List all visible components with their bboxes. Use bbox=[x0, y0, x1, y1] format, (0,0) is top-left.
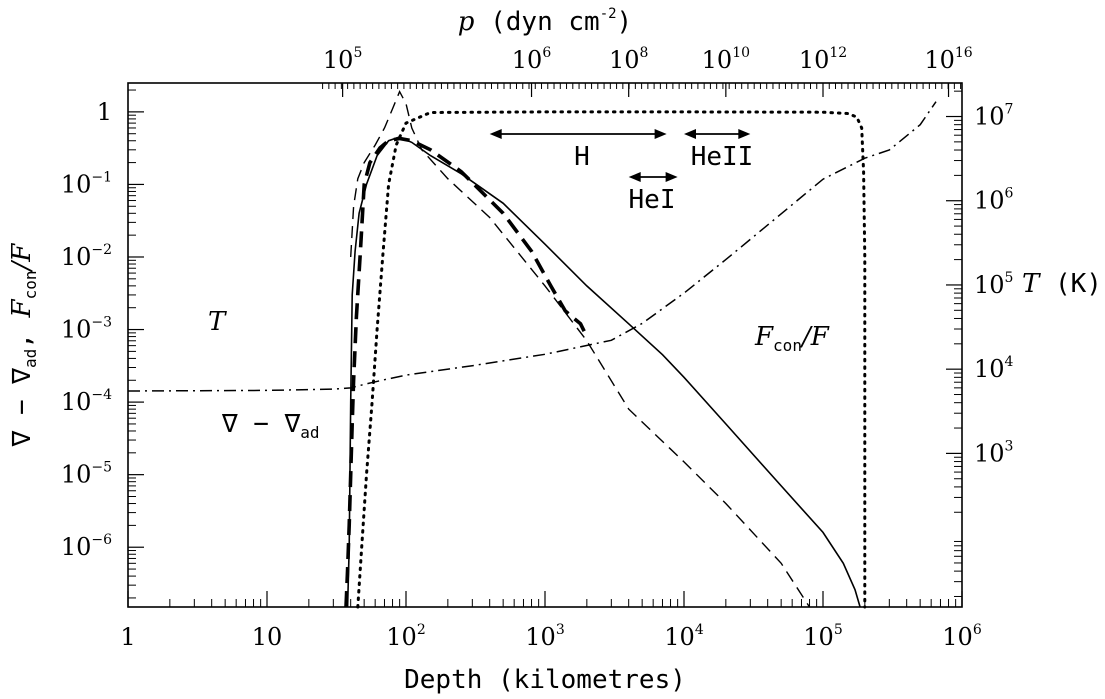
zone-arrow-hei-head-right bbox=[665, 172, 678, 182]
left-tick-label: 1 bbox=[97, 98, 112, 126]
zone-label-hei: HeI bbox=[629, 185, 676, 215]
right-tick-label: 104 bbox=[974, 354, 1014, 383]
x-tick-label: 105 bbox=[803, 622, 842, 651]
annotations-layer bbox=[489, 129, 751, 182]
top-axis-title: p (dyn cm-2) bbox=[458, 6, 632, 37]
zone-label-h: H bbox=[574, 142, 590, 172]
right-tick-label: 107 bbox=[974, 102, 1013, 131]
zone-arrow-heii-head-right bbox=[738, 129, 751, 139]
left-tick-label: 10−4 bbox=[61, 387, 112, 416]
x-tick-label: 102 bbox=[386, 622, 425, 651]
right-tick-label: 103 bbox=[974, 438, 1013, 467]
x-tick-label: 104 bbox=[664, 622, 704, 651]
series-line-dashdot bbox=[127, 101, 937, 392]
top-tick-label: 1012 bbox=[799, 45, 847, 74]
x-tick-label: 103 bbox=[525, 622, 564, 651]
right-axis-title: T (K) bbox=[1022, 269, 1102, 299]
left-tick-label: 10−5 bbox=[61, 460, 112, 489]
left-tick-label: 10−1 bbox=[61, 169, 112, 198]
top-tick-label: 1016 bbox=[924, 45, 972, 74]
plot-frame bbox=[127, 82, 963, 608]
zone-arrow-h-head-left bbox=[489, 129, 502, 139]
top-tick-label: 1010 bbox=[702, 45, 750, 74]
zone-arrow-heii-head-left bbox=[684, 129, 696, 139]
zone-arrow-hei bbox=[628, 172, 678, 182]
temperature-curve-label: T bbox=[208, 307, 227, 337]
fcon-curve-label: Fcon/F bbox=[754, 322, 830, 355]
x-tick-label: 106 bbox=[942, 622, 982, 651]
left-tick-label: 10−6 bbox=[61, 532, 112, 561]
right-tick-label: 106 bbox=[974, 186, 1014, 215]
zone-arrow-h bbox=[489, 129, 667, 139]
top-tick-label: 106 bbox=[512, 45, 552, 74]
zone-label-heii: HeII bbox=[691, 142, 754, 172]
top-tick-label: 108 bbox=[609, 45, 648, 74]
series-line-dotted bbox=[356, 110, 867, 609]
nabla-curve-label: ∇ − ∇ad bbox=[221, 409, 320, 442]
series-layer bbox=[127, 89, 937, 609]
series-line-dashed-thin bbox=[350, 89, 811, 608]
left-tick-label: 10−3 bbox=[61, 315, 112, 344]
zone-arrow-hei-head-left bbox=[628, 172, 641, 182]
x-tick-label: 1 bbox=[120, 623, 135, 651]
series-line-dashed-thick bbox=[344, 136, 589, 608]
zone-arrow-heii bbox=[684, 129, 751, 139]
x-axis-title: Depth (kilometres) bbox=[404, 665, 686, 695]
zone-arrow-h-head-right bbox=[654, 129, 667, 139]
x-tick-label: 10 bbox=[252, 623, 283, 651]
top-tick-label: 105 bbox=[323, 45, 362, 74]
left-axis-title: ∇ − ∇ad, Fcon/F bbox=[7, 243, 40, 448]
right-tick-label: 105 bbox=[974, 270, 1013, 299]
ticks-layer bbox=[127, 83, 963, 607]
left-tick-label: 10−2 bbox=[61, 242, 112, 271]
